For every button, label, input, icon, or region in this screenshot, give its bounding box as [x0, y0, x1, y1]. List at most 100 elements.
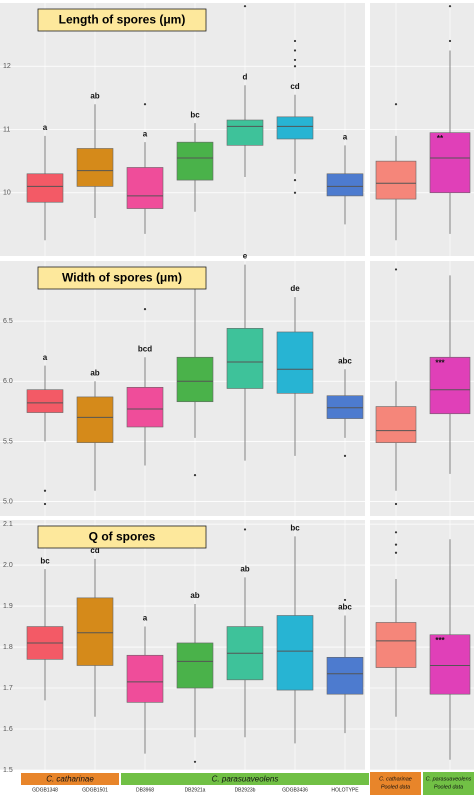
box	[326, 173, 364, 197]
outlier	[343, 598, 347, 602]
significance-label: a	[143, 129, 148, 138]
significance-label: a	[343, 132, 348, 141]
outlier	[394, 551, 398, 554]
x-tick-label: HOLOTYPE	[331, 787, 359, 793]
outlier	[448, 39, 452, 43]
significance-label: a	[43, 123, 48, 132]
y-tick-label: 6.5	[3, 318, 13, 325]
box	[176, 356, 214, 403]
significance-label: bc	[40, 556, 50, 565]
y-tick-label: 2.1	[3, 521, 13, 528]
significance-label: e	[243, 252, 248, 261]
group-label: C. catharinae	[46, 775, 94, 784]
box	[226, 328, 264, 389]
chart-title: Width of spores (μm)	[62, 271, 182, 285]
box	[176, 642, 214, 689]
title-box	[37, 8, 207, 32]
significance-label: cd	[90, 546, 99, 555]
box	[226, 119, 264, 146]
box	[26, 173, 64, 203]
outlier	[343, 454, 347, 457]
outlier	[193, 760, 197, 763]
box	[126, 167, 164, 209]
outlier	[394, 268, 398, 271]
outlier	[293, 58, 297, 62]
y-tick-label: 2.0	[3, 562, 13, 569]
outlier	[143, 308, 147, 311]
box	[276, 116, 314, 140]
significance-label: abc	[338, 603, 352, 612]
significance-label: bc	[290, 524, 300, 533]
outlier	[293, 39, 297, 43]
x-tick-label: GDGB1501	[82, 787, 108, 793]
significance-label: de	[290, 284, 300, 293]
outlier	[394, 531, 398, 534]
box	[375, 160, 417, 200]
x-tick-label: DB2921a	[185, 787, 206, 793]
box	[326, 395, 364, 419]
significance-label: ab	[90, 368, 99, 377]
pooled-label: C. parasuaveolens	[426, 776, 472, 782]
outlier	[43, 502, 47, 506]
y-tick-label: 12	[3, 63, 11, 70]
box	[76, 597, 114, 666]
significance-label: cd	[290, 82, 299, 91]
y-tick-label: 1.6	[3, 726, 13, 733]
significance-label: ab	[90, 91, 99, 100]
y-tick-label: 1.8	[3, 644, 13, 651]
y-tick-label: 11	[3, 126, 10, 133]
outlier	[293, 179, 297, 182]
y-tick-label: 6.0	[3, 378, 13, 385]
outlier	[243, 528, 247, 531]
significance-label: ab	[190, 591, 199, 600]
outlier	[243, 5, 247, 8]
box	[429, 634, 471, 695]
significance-label: abc	[338, 356, 352, 365]
pooled-label: Pooled data	[434, 784, 463, 790]
outlier	[448, 5, 452, 8]
outlier	[394, 103, 398, 106]
box	[429, 356, 471, 415]
outlier	[193, 474, 197, 477]
y-tick-label: 5.0	[3, 498, 13, 505]
y-tick-label: 5.5	[3, 438, 13, 445]
pooled-label: C. catharinae	[379, 776, 412, 782]
x-tick-label: DB2923b	[235, 787, 256, 793]
significance-label: ***	[435, 636, 445, 645]
pooled-label-box	[370, 772, 421, 795]
group-label: C. parasuaveolens	[212, 775, 279, 784]
box	[276, 331, 314, 394]
significance-label: a	[143, 614, 148, 623]
significance-label: ***	[435, 358, 445, 367]
y-tick-label: 1.9	[3, 603, 13, 610]
chart-title: Length of spores (μm)	[59, 13, 186, 27]
box	[76, 148, 114, 187]
x-tick-label: DB3968	[136, 787, 154, 793]
y-tick-label: 1.7	[3, 685, 13, 692]
title-box	[37, 525, 207, 549]
y-tick-label: 1.5	[3, 767, 13, 774]
significance-label: a	[43, 353, 48, 362]
significance-label: **	[437, 134, 444, 143]
y-tick-label: 10	[3, 190, 11, 197]
significance-label: bc	[190, 110, 200, 119]
box	[375, 622, 417, 668]
outlier	[394, 543, 398, 546]
significance-label: ab	[240, 564, 249, 573]
outlier	[293, 49, 297, 52]
box	[429, 132, 471, 194]
outlier	[394, 502, 398, 506]
box	[375, 406, 417, 443]
significance-label: d	[243, 72, 248, 81]
box	[26, 389, 64, 413]
box	[76, 396, 114, 443]
outlier	[293, 191, 297, 194]
chart-title: Q of spores	[89, 530, 156, 544]
box	[126, 654, 164, 703]
x-tick-label: GDGB1348	[32, 787, 58, 793]
outlier	[293, 65, 297, 68]
x-tick-label: GDGB3436	[282, 787, 308, 793]
outlier	[43, 489, 47, 492]
pooled-label: Pooled data	[381, 784, 410, 790]
